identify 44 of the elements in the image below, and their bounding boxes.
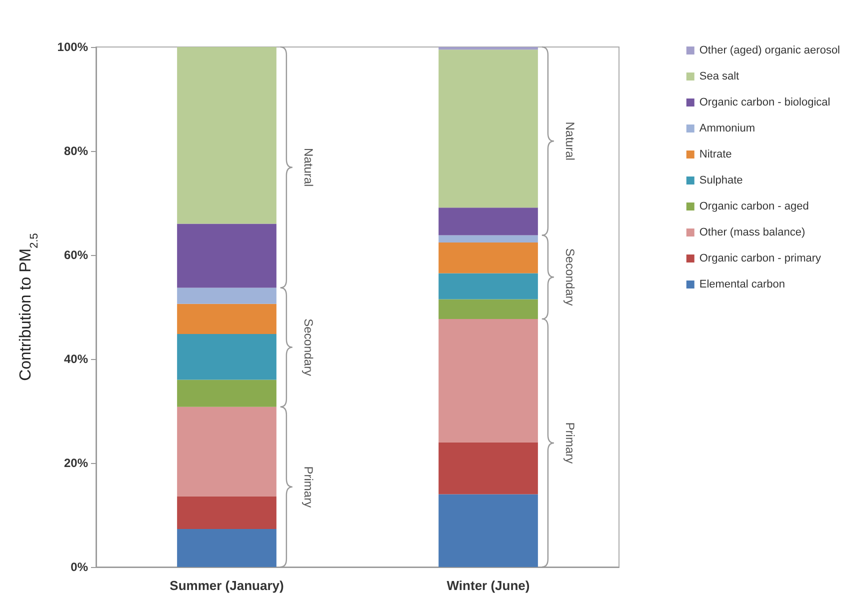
annotation: Natural: [562, 122, 577, 160]
legend-label: Nitrate: [699, 148, 732, 160]
legend-label: Sulphate: [699, 174, 743, 186]
bar: [438, 299, 538, 319]
legend-label: Organic carbon - primary: [699, 252, 822, 264]
bar: [177, 529, 276, 567]
bar: [438, 318, 538, 442]
bar: [438, 208, 538, 236]
bar: [438, 273, 538, 300]
legend-label: Other (aged) organic aerosol: [699, 44, 840, 56]
y-axis-title: Contribution to PM2.5: [18, 233, 40, 381]
annotation: Secondary: [301, 318, 316, 376]
legend-label: Sea salt: [699, 70, 740, 82]
bar: [438, 47, 538, 50]
legend-label: Ammonium: [699, 122, 755, 134]
y-tick-label: 60%: [64, 248, 88, 262]
y-tick-label: 80%: [64, 144, 88, 158]
bar: [177, 406, 276, 496]
annotation: Primary: [301, 466, 316, 508]
bar: [177, 47, 276, 224]
bar: [177, 334, 276, 380]
legend-label: Organic carbon - aged: [699, 200, 809, 212]
annotation: Natural: [301, 148, 316, 187]
bar: [438, 242, 538, 274]
bar: [177, 304, 276, 334]
bar: [177, 288, 276, 304]
bar: [438, 442, 538, 494]
y-tick-label: 40%: [64, 352, 88, 366]
legend-label: Other (mass balance): [699, 226, 806, 238]
bar: [177, 224, 276, 288]
bar: [177, 496, 276, 530]
annotation: Secondary: [562, 248, 577, 306]
x-tick-label: Summer (January): [170, 578, 284, 593]
bar: [438, 494, 538, 567]
bar: [438, 235, 538, 243]
y-tick-label: 100%: [57, 40, 88, 54]
legend-label: Organic carbon - biological: [699, 96, 830, 108]
y-tick-label: 0%: [70, 560, 88, 574]
legend-label: Elemental carbon: [699, 278, 785, 290]
bar: [177, 380, 276, 407]
y-tick-label: 20%: [64, 456, 88, 470]
x-tick-label: Winter (June): [446, 578, 530, 593]
bar: [438, 50, 538, 208]
annotation: Primary: [562, 422, 577, 464]
